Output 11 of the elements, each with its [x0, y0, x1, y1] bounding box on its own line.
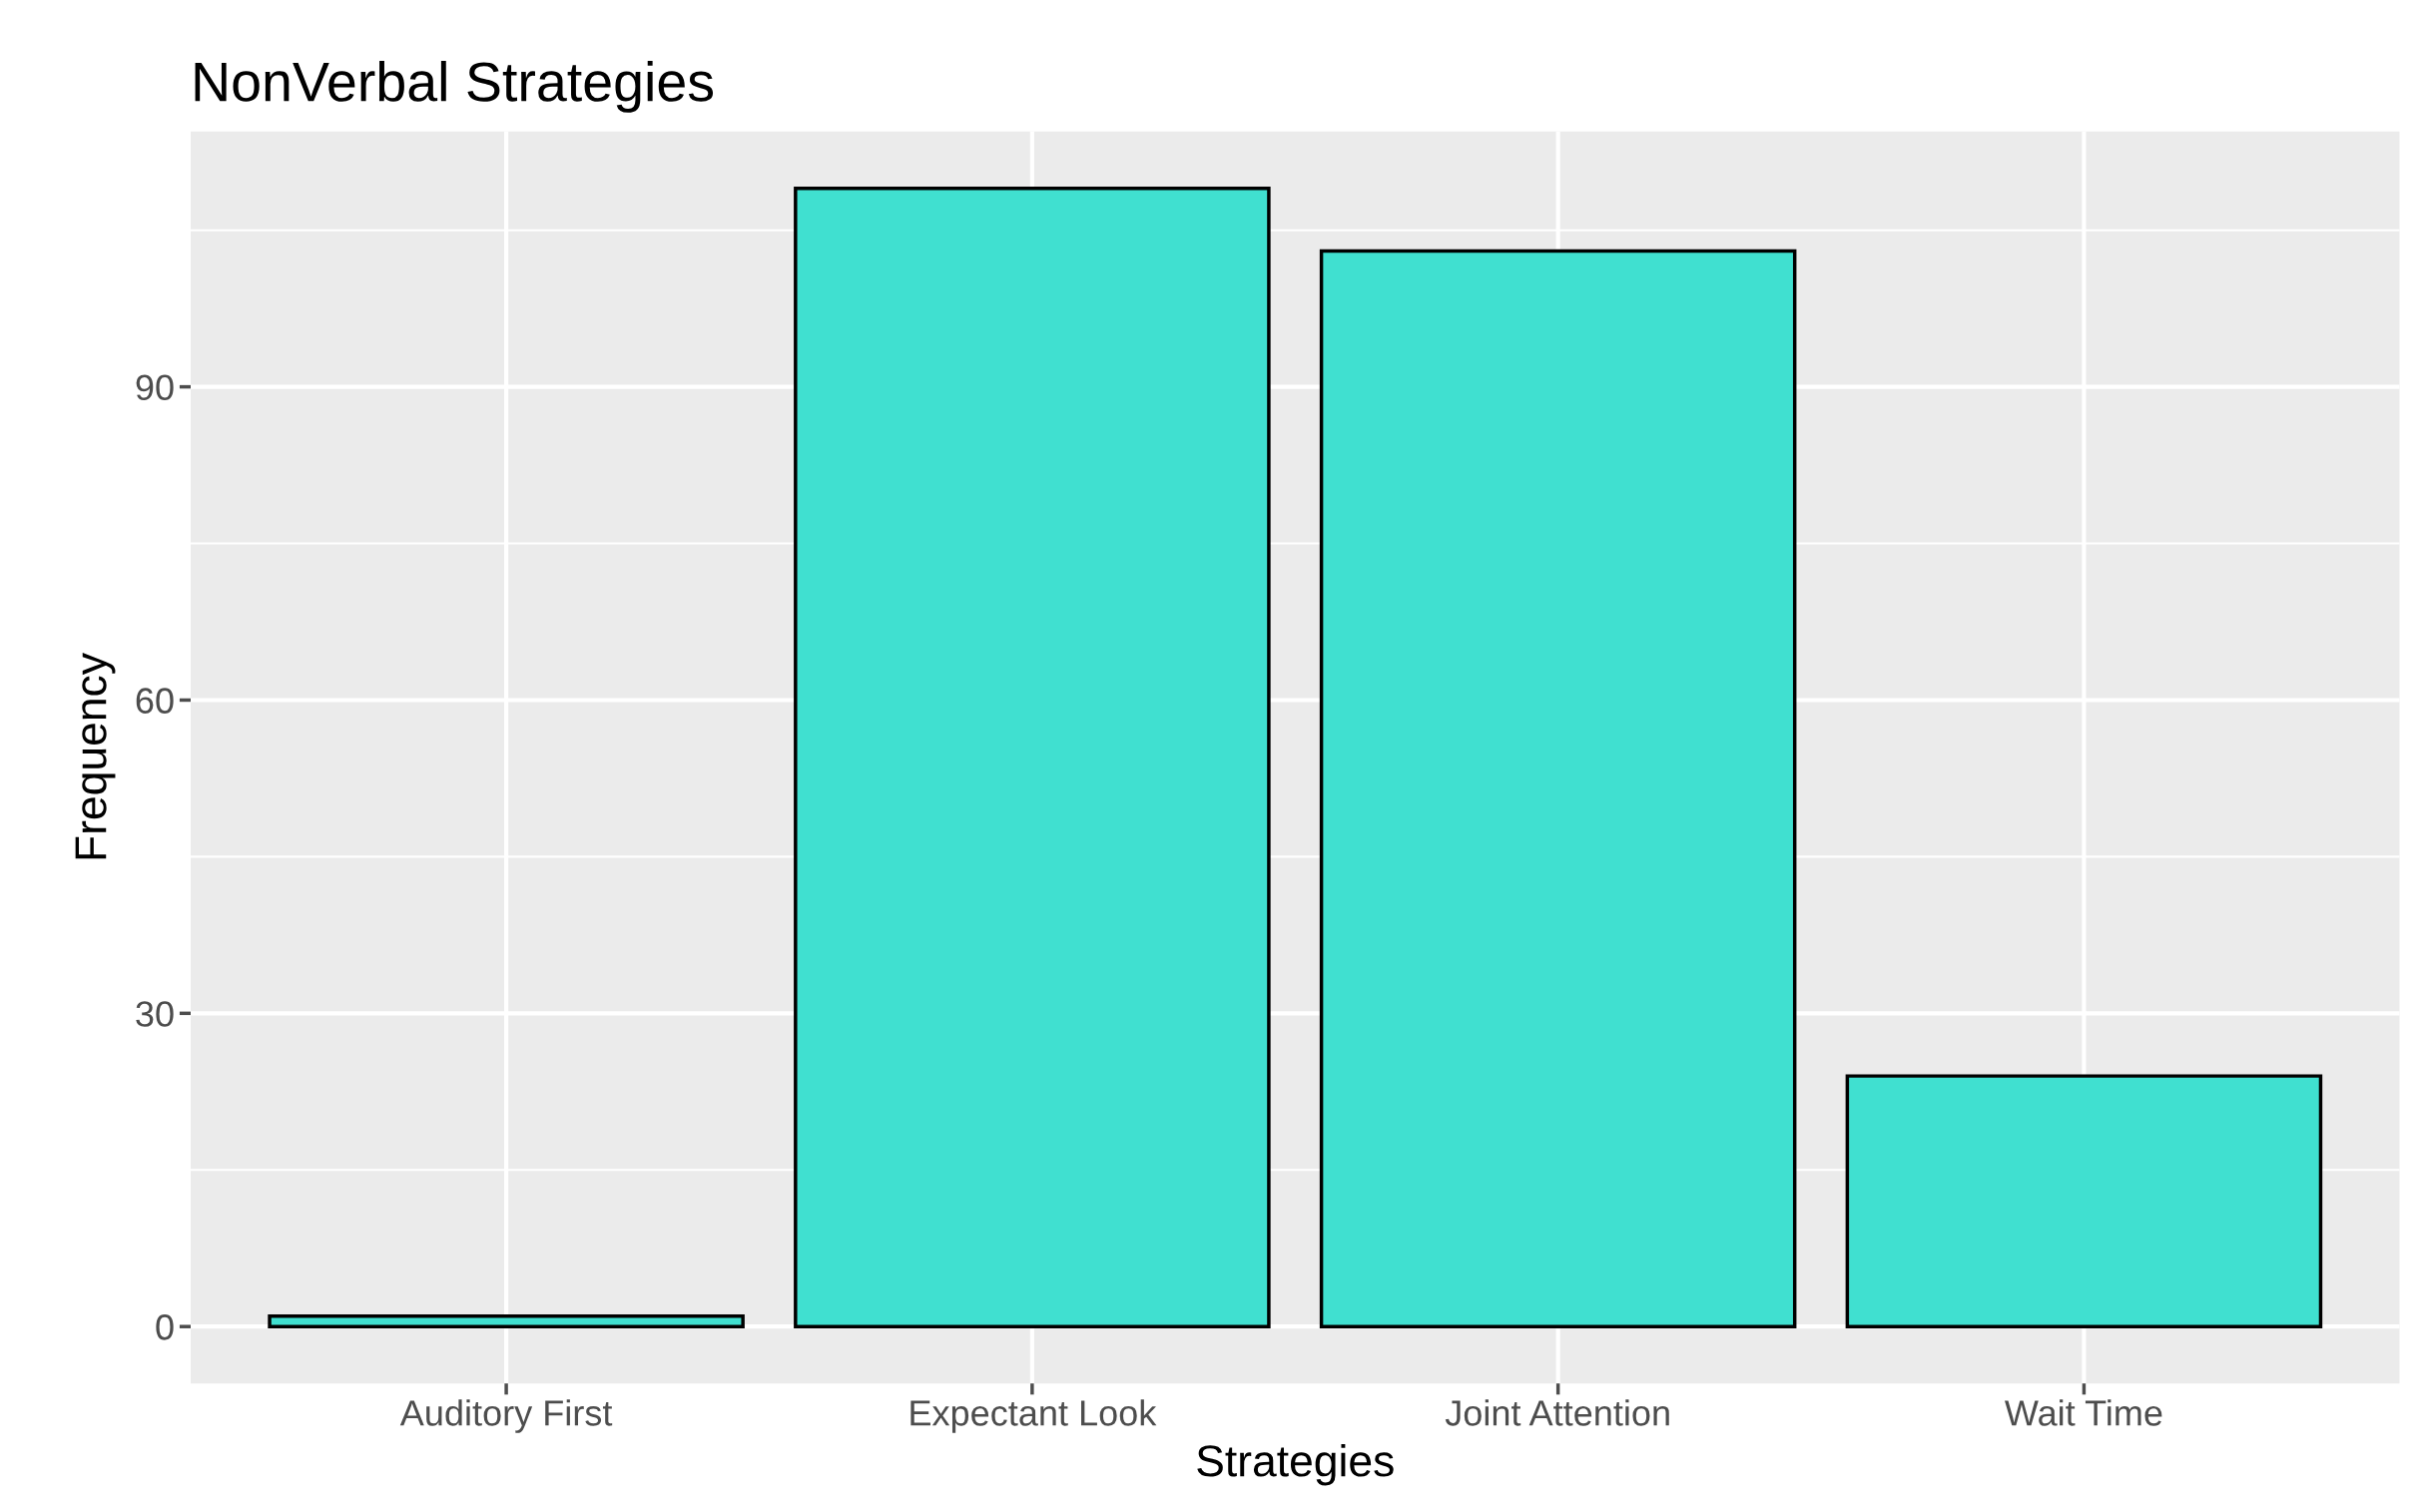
y-tick-label: 0 [156, 1314, 174, 1340]
y-tick-label: 60 [136, 688, 174, 714]
y-tick-label: 30 [136, 1001, 174, 1027]
y-axis-title: Frequency [75, 653, 116, 859]
x-tick-label: Joint Attention [1445, 1399, 1669, 1426]
chart-title: NonVerbal Strategies [195, 60, 714, 113]
y-tick-label: 90 [136, 374, 174, 401]
x-tick-label: Expectant Look [910, 1399, 1157, 1433]
x-tick-label: Wait Time [2005, 1399, 2162, 1426]
x-tick-label: Auditory First [399, 1399, 613, 1433]
x-axis-title: Strategies [1197, 1443, 1394, 1486]
